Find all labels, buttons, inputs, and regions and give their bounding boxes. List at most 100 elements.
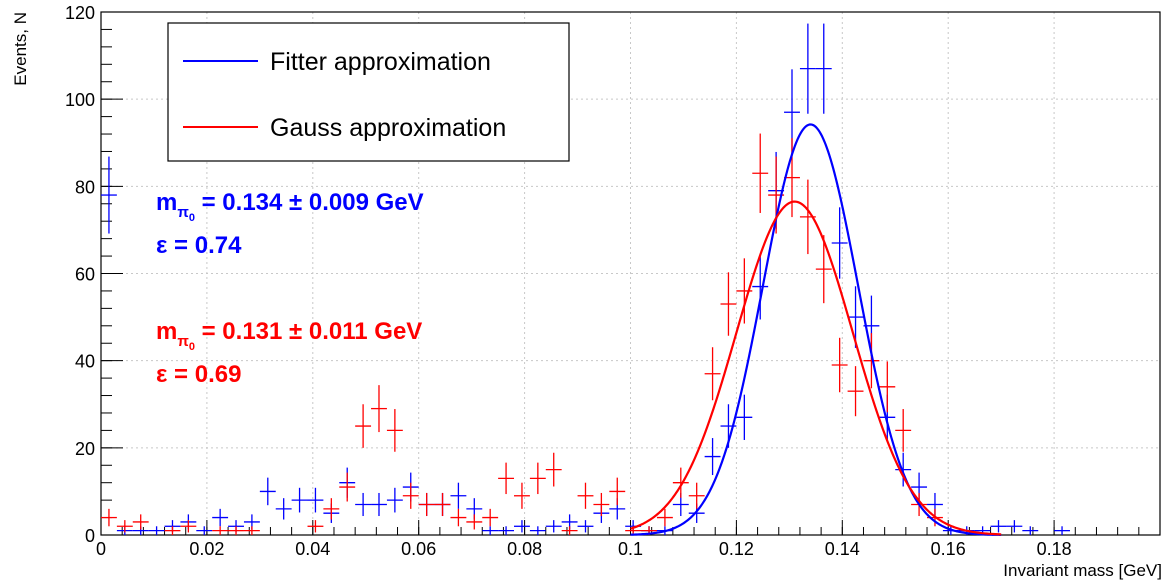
x-tick-label: 0.14	[825, 539, 860, 559]
fitter-data-point	[307, 487, 324, 513]
fitter-data-point	[815, 23, 832, 114]
gauss-data-point	[355, 404, 372, 448]
fitter-data-point	[577, 520, 594, 533]
gauss-mass-annotation: mπ0 = 0.131 ± 0.011 GeV	[156, 318, 422, 353]
gauss-data-point	[498, 462, 515, 495]
fitter-mass-annotation: mπ0 = 0.134 ± 0.009 GeV	[156, 189, 424, 224]
gauss-data-point	[847, 366, 864, 417]
fitter-fit-curve	[630, 123, 1002, 536]
fitter-data-point	[1022, 526, 1039, 535]
fitter-data-point	[799, 23, 816, 114]
gauss-data-point	[704, 347, 721, 401]
x-tick-label: 0.18	[1037, 539, 1072, 559]
gauss-fit-curve	[630, 200, 1002, 536]
gauss-data-point	[561, 526, 578, 535]
grid-lines	[101, 12, 1160, 535]
gauss-data-point	[545, 452, 562, 487]
gauss-data-point	[180, 520, 197, 533]
fitter-data-point	[355, 492, 372, 517]
fitter-data-point	[1054, 526, 1070, 535]
y-tick-label: 20	[75, 439, 95, 459]
fitter-data-point	[291, 487, 308, 513]
gauss-data-point	[450, 508, 467, 527]
gauss-data-point	[323, 498, 340, 520]
gauss-data-point	[402, 482, 419, 509]
legend: Fitter approximation Gauss approximation	[167, 22, 570, 162]
x-tick-label: 0	[96, 539, 106, 559]
x-tick-label: 0.06	[401, 539, 436, 559]
y-tick-labels: 0 20 40 60 80 100 120	[65, 3, 95, 546]
fitter-data-point	[275, 498, 292, 520]
gauss-data-point	[863, 333, 880, 389]
fitter-efficiency: ε = 0.74	[156, 232, 242, 259]
gauss-data-point	[736, 258, 753, 324]
gauss-data-point	[164, 526, 181, 535]
gauss-data-point	[529, 462, 546, 495]
fitter-data-point	[212, 508, 229, 527]
y-tick-label: 60	[75, 265, 95, 285]
pion-subscript: π	[177, 204, 189, 221]
gauss-efficiency: ε = 0.69	[156, 361, 241, 388]
x-tick-label: 0.08	[507, 539, 542, 559]
fitter-data-point	[704, 438, 721, 476]
fitter-data-point	[514, 520, 530, 533]
gauss-data-point	[752, 133, 769, 213]
fitter-data-point	[101, 156, 117, 234]
fitter-data-point	[498, 526, 515, 535]
legend-label-gauss: Gauss approximation	[270, 114, 506, 142]
legend-box	[167, 22, 570, 162]
fitter-data-point	[482, 526, 499, 535]
gauss-data-point	[672, 467, 689, 498]
x-tick-label: 0.16	[931, 539, 966, 559]
gauss-data-point	[434, 492, 451, 517]
gauss-data-point	[688, 482, 705, 509]
fitter-data-point	[196, 526, 213, 535]
fitter-data-point	[990, 520, 1007, 533]
fitter-data-point	[529, 526, 546, 535]
gauss-data-point	[577, 482, 594, 509]
x-tick-labels: 0 0.02 0.04 0.06 0.08 0.1 0.12 0.14 0.16 0.18	[96, 539, 1072, 559]
pion-subsubscript: 0	[189, 341, 195, 353]
gauss-data-point	[895, 409, 912, 452]
gauss-data-point	[466, 514, 483, 530]
gauss-data-point	[116, 520, 133, 533]
axis-ticks	[100, 11, 1161, 536]
pion-subsubscript: 0	[189, 212, 195, 224]
fitter-data-point	[386, 487, 403, 513]
fitter-data-point	[450, 482, 467, 509]
y-tick-label: 80	[75, 177, 95, 197]
fitter-mass-value: = 0.134 ± 0.009 GeV	[195, 189, 424, 216]
x-tick-label: 0.02	[189, 539, 224, 559]
pion-subscript: π	[177, 333, 189, 350]
x-tick-label: 0.1	[618, 539, 643, 559]
gauss-data-point	[831, 337, 848, 393]
y-tick-label: 0	[85, 526, 95, 546]
legend-label-fitter: Fitter approximation	[270, 48, 491, 76]
annotations: mπ0 = 0.134 ± 0.009 GeV ε = 0.74 mπ0 = 0…	[156, 189, 424, 388]
fitter-data-point	[752, 253, 769, 320]
y-tick-label: 40	[75, 352, 95, 372]
gauss-data-point	[720, 272, 737, 336]
y-tick-label: 120	[65, 3, 95, 23]
gauss-data-point	[371, 385, 387, 433]
fitter-data-point	[831, 207, 848, 279]
mass-symbol: m	[156, 318, 177, 345]
fitter-data-point	[1006, 520, 1023, 533]
gauss-data-point	[418, 492, 435, 517]
gauss-data-point	[101, 508, 117, 527]
fitter-data-point	[847, 286, 864, 348]
x-tick-label: 0.12	[719, 539, 754, 559]
fit-curves	[630, 123, 1002, 536]
gauss-data-point	[339, 472, 356, 502]
gauss-data-point	[514, 482, 530, 509]
fitter-data-point	[736, 394, 753, 440]
gauss-data-point	[212, 526, 229, 535]
gauss-data-point	[879, 361, 896, 413]
gauss-mass-value: = 0.131 ± 0.011 GeV	[195, 318, 422, 345]
gauss-data-point	[656, 508, 673, 527]
fitter-data-point	[259, 477, 276, 506]
fitter-data-point	[895, 452, 912, 487]
y-tick-label: 100	[65, 90, 95, 110]
gauss-data-point	[609, 477, 626, 506]
